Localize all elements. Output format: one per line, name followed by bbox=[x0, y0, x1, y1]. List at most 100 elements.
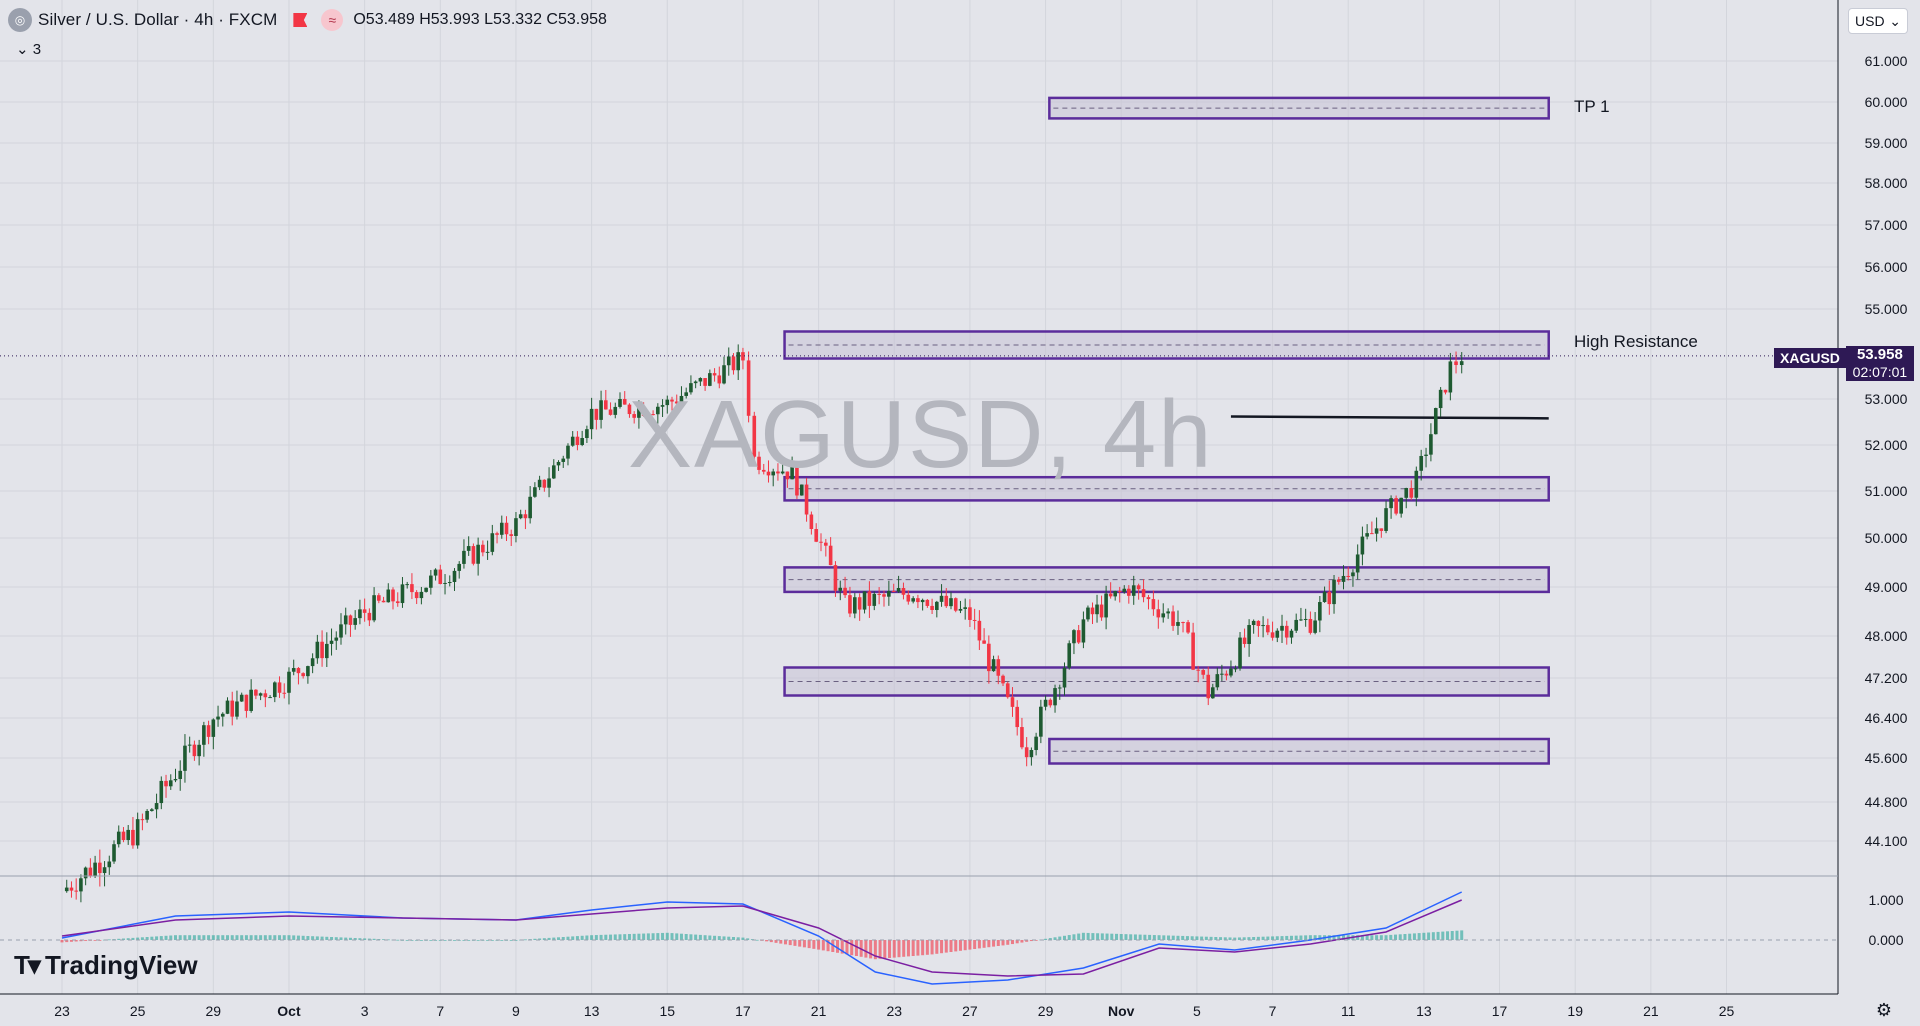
candle-body bbox=[372, 595, 376, 621]
candle-body bbox=[1270, 632, 1275, 638]
candle-body bbox=[291, 668, 296, 672]
symbol-legend[interactable]: ◎ Silver / U.S. Dollar · 4h · FXCM ≈ O53… bbox=[8, 8, 607, 32]
macd-histogram-bar bbox=[627, 934, 631, 940]
candle-body bbox=[1166, 611, 1170, 614]
current-price-tag: XAGUSD 53.958 02:07:01 bbox=[1774, 346, 1914, 381]
macd-histogram-bar bbox=[552, 937, 556, 940]
indicator-wave-icon[interactable]: ≈ bbox=[321, 9, 344, 31]
time-tick-label: 25 bbox=[1719, 1003, 1735, 1019]
gear-icon[interactable]: ⚙ bbox=[1875, 1000, 1892, 1020]
macd-histogram-bar bbox=[320, 936, 324, 940]
macd-histogram-bar bbox=[821, 940, 825, 951]
candle-body bbox=[183, 745, 187, 771]
candle-body bbox=[1327, 591, 1332, 605]
candle-body bbox=[703, 378, 707, 386]
candle-body bbox=[618, 399, 622, 407]
macd-histogram-bar bbox=[117, 938, 121, 940]
candle-body bbox=[622, 399, 627, 405]
macd-histogram-bar bbox=[131, 937, 135, 940]
macd-histogram-bar bbox=[604, 934, 608, 940]
candle-body bbox=[168, 780, 173, 787]
candle-body bbox=[1448, 361, 1453, 393]
candle-body bbox=[1196, 669, 1200, 671]
candle-body bbox=[627, 404, 632, 415]
macd-histogram-bar bbox=[74, 940, 78, 942]
tradingview-logo[interactable]: T▾ TradingView bbox=[14, 950, 198, 980]
candle-body bbox=[977, 620, 982, 641]
candle-body bbox=[485, 551, 490, 553]
candle-body bbox=[135, 819, 140, 846]
flag-icon[interactable] bbox=[293, 13, 308, 27]
candle-body bbox=[766, 471, 771, 476]
candle-body bbox=[1215, 674, 1220, 688]
macd-histogram-bar bbox=[155, 936, 159, 940]
candle-body bbox=[343, 615, 348, 625]
candle-body bbox=[1360, 536, 1365, 555]
chevron-down-icon: ⌄ bbox=[1889, 12, 1901, 29]
macd-histogram-bar bbox=[1096, 933, 1100, 940]
macd-histogram-bar bbox=[202, 935, 206, 940]
candle-body bbox=[1146, 597, 1151, 600]
candle-body bbox=[296, 668, 301, 674]
candle-body bbox=[1247, 625, 1251, 644]
candle-body bbox=[736, 352, 741, 371]
candle-body bbox=[958, 608, 963, 611]
candle-body bbox=[1057, 687, 1062, 689]
candle-body bbox=[689, 383, 693, 393]
candle-body bbox=[698, 378, 703, 382]
time-tick-label: 13 bbox=[1416, 1003, 1432, 1019]
macd-histogram-bar bbox=[916, 940, 920, 956]
candle-body bbox=[126, 829, 131, 841]
price-tick-label: 53.000 bbox=[1865, 391, 1908, 407]
candle-body bbox=[244, 694, 249, 711]
macd-histogram-bar bbox=[1389, 934, 1393, 940]
candle-body bbox=[1322, 591, 1327, 603]
candle-body bbox=[684, 392, 688, 396]
macd-histogram-bar bbox=[566, 936, 570, 940]
candle-body bbox=[599, 400, 603, 420]
candle-body bbox=[377, 595, 381, 601]
indicators-toggle[interactable]: ⌄ 3 bbox=[16, 41, 42, 58]
candle-body bbox=[814, 529, 818, 542]
candle-body bbox=[1379, 528, 1384, 531]
macd-histogram-bar bbox=[599, 934, 603, 940]
candle-body bbox=[996, 659, 1001, 676]
candle-body bbox=[277, 682, 282, 693]
macd-histogram-bar bbox=[864, 940, 868, 958]
macd-histogram-bar bbox=[1341, 935, 1345, 940]
candle-body bbox=[1346, 575, 1351, 577]
candle-body bbox=[1151, 599, 1156, 610]
macd-histogram-bar bbox=[1029, 940, 1033, 942]
candle-body bbox=[438, 569, 443, 584]
candle-body bbox=[306, 666, 310, 677]
macd-histogram-bar bbox=[736, 937, 740, 940]
candle-body bbox=[211, 719, 216, 737]
price-tick-label: 48.000 bbox=[1865, 628, 1908, 644]
symbol-watermark: XAGUSD, 4h bbox=[628, 381, 1214, 488]
candle-body bbox=[1048, 699, 1053, 706]
time-tick-label: 25 bbox=[130, 1003, 146, 1019]
macd-histogram-bar bbox=[372, 938, 376, 940]
macd-histogram-bar bbox=[216, 935, 220, 940]
macd-histogram-bar bbox=[1365, 935, 1369, 940]
candle-body bbox=[381, 600, 386, 603]
currency-select[interactable]: USD ⌄ bbox=[1848, 8, 1908, 34]
candle-body bbox=[1303, 618, 1308, 620]
candle-body bbox=[476, 544, 480, 564]
candle-body bbox=[1136, 585, 1141, 590]
candle-body bbox=[761, 469, 766, 472]
candle-body bbox=[410, 584, 414, 593]
macd-histogram-bar bbox=[561, 937, 565, 940]
macd-histogram-bar bbox=[315, 936, 319, 940]
macd-histogram-bar bbox=[538, 938, 542, 940]
macd-histogram-bar bbox=[358, 938, 362, 940]
candle-body bbox=[1117, 591, 1122, 593]
candle-body bbox=[329, 640, 334, 644]
candle-body bbox=[367, 612, 372, 621]
macd-histogram-bar bbox=[311, 936, 315, 940]
candle-body bbox=[891, 591, 896, 593]
macd-histogram-bar bbox=[609, 934, 613, 940]
candle-body bbox=[916, 598, 920, 603]
macd-histogram-bar bbox=[575, 936, 579, 940]
